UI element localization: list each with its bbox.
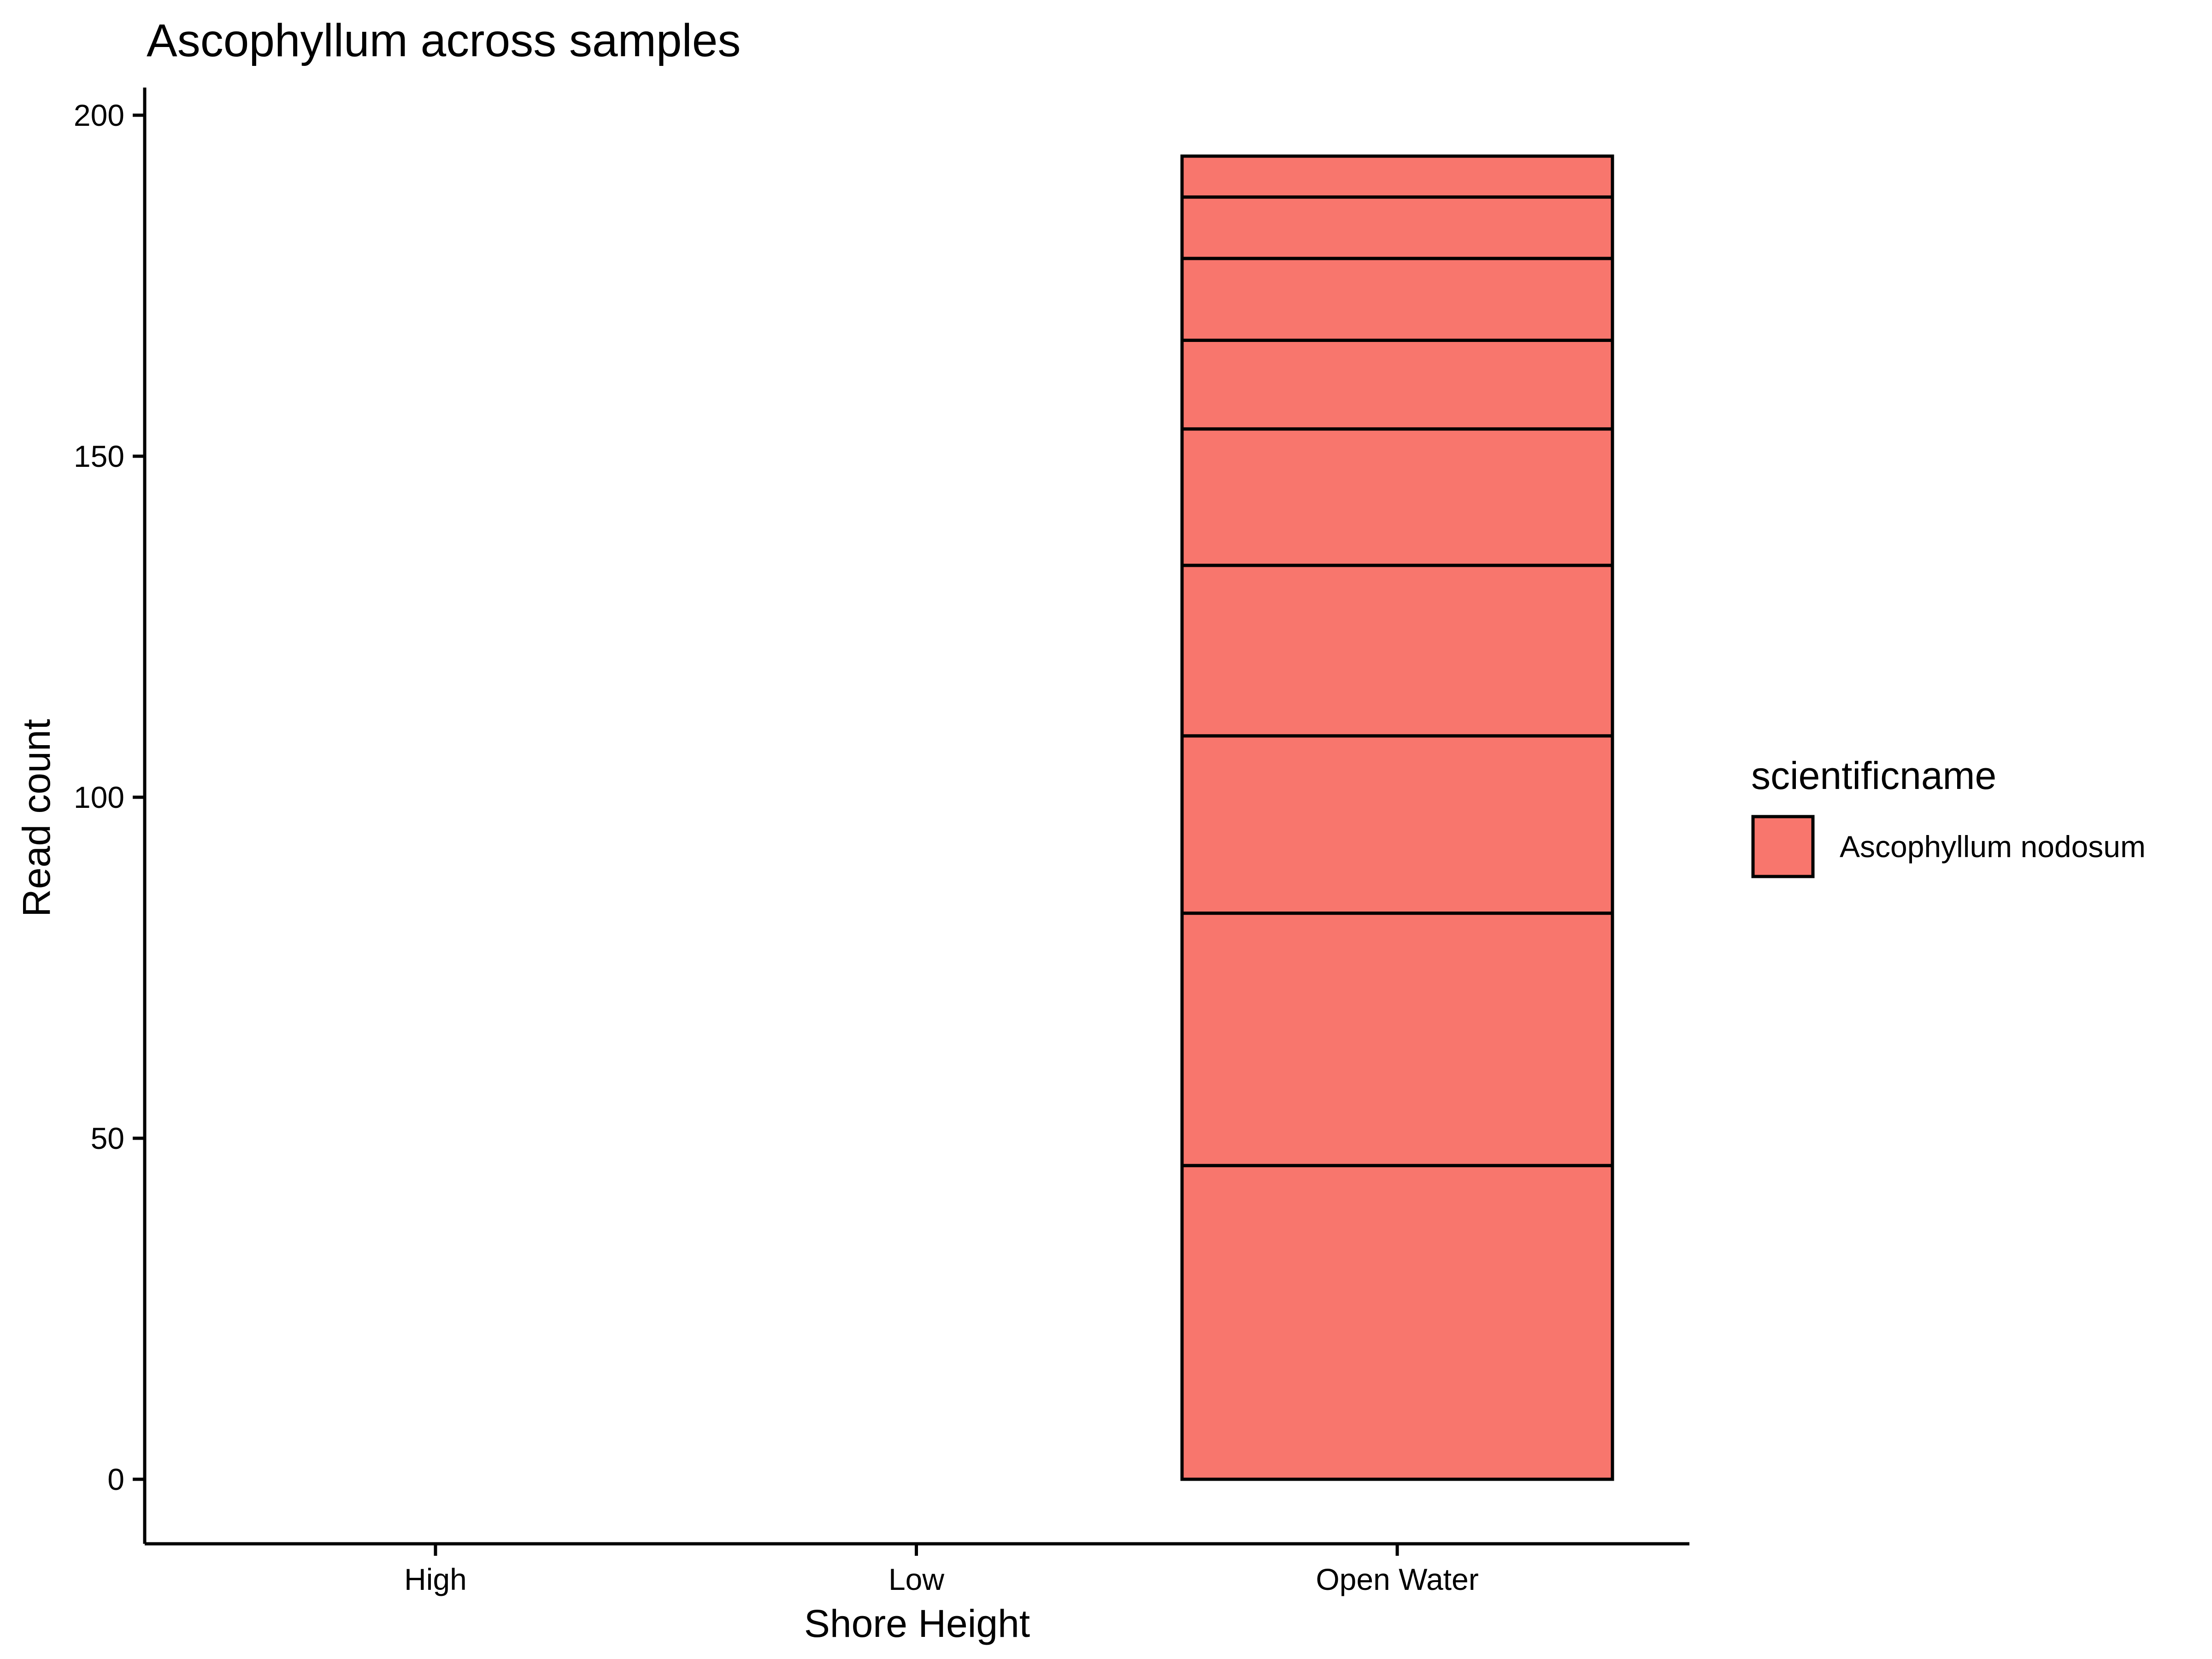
y-axis-title: Read count — [15, 719, 58, 917]
bar-segment — [1180, 427, 1614, 567]
legend: scientificname Ascophyllum nodosum — [1751, 754, 2146, 878]
x-axis-title: Shore Height — [804, 1602, 1030, 1645]
bar-segment — [1180, 734, 1614, 915]
x-tick-label: Open Water — [1316, 1562, 1478, 1596]
bar-segment — [1180, 338, 1614, 431]
y-tick-label: 50 — [91, 1121, 124, 1155]
legend-title: scientificname — [1751, 754, 1996, 797]
bars — [1180, 154, 1614, 1481]
bar-segment — [1180, 564, 1614, 738]
x-tick-label: High — [404, 1562, 467, 1596]
y-axis: 0 50 100 150 200 — [74, 88, 147, 1544]
bar-segment — [1180, 154, 1614, 199]
y-tick-label: 100 — [74, 780, 124, 814]
x-tick-label: Low — [888, 1562, 944, 1596]
legend-label-ascophyllum-nodosum: Ascophyllum nodosum — [1840, 830, 2146, 864]
bar-segment — [1180, 257, 1614, 342]
chart-title: Ascophyllum across samples — [147, 15, 741, 66]
bar-segment — [1180, 1164, 1614, 1481]
bar-segment — [1180, 912, 1614, 1167]
x-axis: High Low Open Water — [145, 1542, 1689, 1596]
bar-segment — [1180, 195, 1614, 260]
y-tick-label: 0 — [107, 1462, 124, 1496]
y-tick-label: 200 — [74, 98, 124, 132]
y-tick-label: 150 — [74, 439, 124, 473]
legend-key-ascophyllum-nodosum — [1751, 815, 1815, 878]
